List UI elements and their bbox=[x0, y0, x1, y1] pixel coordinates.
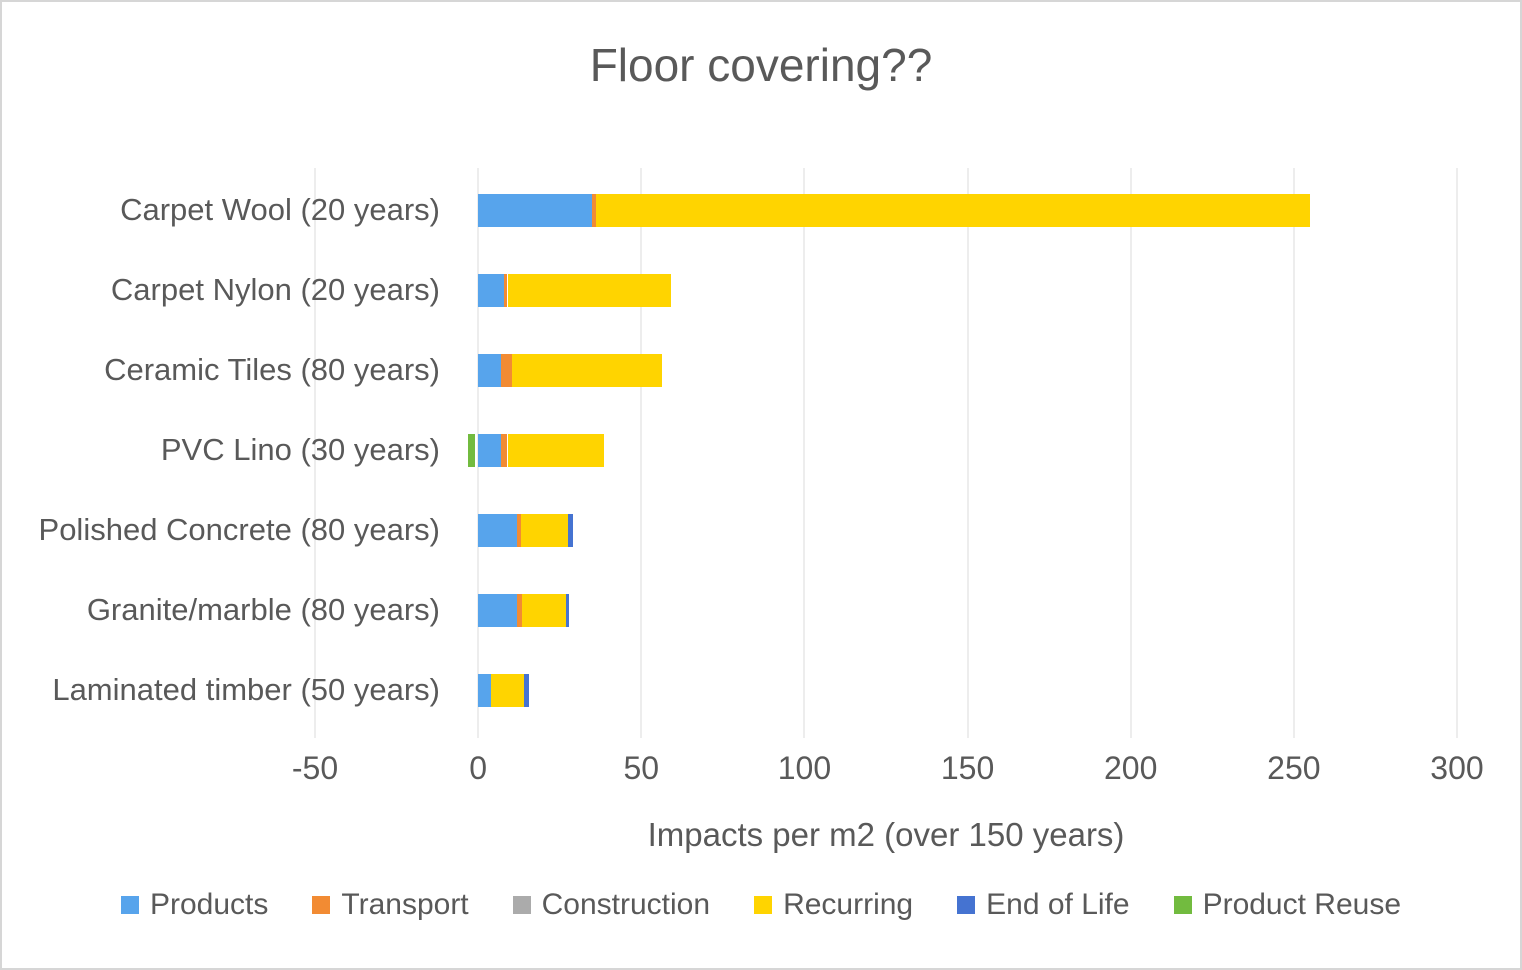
bar-segment-transport bbox=[517, 593, 523, 627]
bar-segment-end-of-life bbox=[567, 513, 573, 547]
bar-segment-products bbox=[478, 193, 593, 227]
legend-label: Recurring bbox=[783, 888, 914, 921]
bar-segment-products bbox=[478, 433, 501, 467]
gridline bbox=[640, 168, 643, 738]
bar-segment-recurring bbox=[507, 433, 604, 467]
bar-segment-product-reuse bbox=[467, 433, 476, 467]
category-label: Granite/marble (80 years) bbox=[86, 592, 440, 627]
bar-segment-recurring bbox=[522, 593, 567, 627]
bar-segment-recurring bbox=[491, 673, 524, 707]
legend-item-products: Products bbox=[120, 888, 269, 922]
tick-label: 150 bbox=[940, 750, 995, 786]
gridline bbox=[1456, 168, 1458, 738]
bar-segment-products bbox=[478, 593, 518, 627]
bar-segment-transport bbox=[592, 193, 596, 227]
bar-segment-recurring bbox=[512, 353, 663, 387]
tick-label: 50 bbox=[623, 750, 660, 786]
bar-segment-products bbox=[478, 673, 492, 707]
gridline bbox=[1129, 168, 1132, 738]
bar-segment-end-of-life bbox=[566, 593, 569, 627]
legend-swatch-end-of-life bbox=[957, 896, 976, 914]
legend-label: Products bbox=[149, 888, 269, 921]
legend: Products Transport Construction Recurring En… bbox=[2, 888, 1520, 922]
category-label: Laminated timber (50 years) bbox=[52, 672, 440, 707]
bar-segment-end-of-life bbox=[523, 673, 529, 707]
bar-segment-transport bbox=[500, 353, 513, 387]
category-label: Ceramic Tiles (80 years) bbox=[104, 352, 440, 387]
legend-swatch-products bbox=[120, 896, 139, 914]
tick-label: 0 bbox=[469, 750, 488, 786]
category-label: PVC Lino (30 years) bbox=[160, 432, 440, 467]
bar-segment-recurring bbox=[507, 273, 671, 307]
category-label: Carpet Nylon (20 years) bbox=[110, 272, 440, 307]
legend-item-construction: Construction bbox=[512, 888, 711, 922]
gridline bbox=[803, 168, 806, 738]
bar-segment-transport bbox=[500, 433, 508, 467]
legend-label: End of Life bbox=[986, 888, 1130, 921]
plot-area bbox=[314, 168, 1458, 738]
tick-label: 200 bbox=[1104, 750, 1158, 786]
legend-item-transport: Transport bbox=[312, 888, 469, 922]
x-axis-label: Impacts per m2 (over 150 years) bbox=[647, 816, 1125, 853]
gridline bbox=[314, 168, 316, 738]
chart-title: Floor covering?? bbox=[589, 39, 933, 91]
legend-item-product-reuse: Product Reuse bbox=[1173, 888, 1402, 922]
legend-label: Transport bbox=[341, 888, 469, 921]
tick-label: 100 bbox=[777, 750, 832, 786]
legend-swatch-construction bbox=[512, 896, 531, 914]
tick-label: 250 bbox=[1267, 750, 1321, 786]
gridline bbox=[1292, 168, 1295, 738]
bar-segment-products bbox=[478, 513, 518, 547]
bar-segment-transport bbox=[504, 273, 508, 307]
tick-label: -50 bbox=[291, 750, 339, 786]
category-label: Polished Concrete (80 years) bbox=[38, 512, 440, 547]
legend-item-recurring: Recurring bbox=[754, 888, 913, 922]
category-label: Carpet Wool (20 years) bbox=[120, 192, 440, 227]
legend-label: Product Reuse bbox=[1202, 888, 1402, 921]
bar-segment-transport bbox=[517, 513, 521, 547]
tick-label: 300 bbox=[1430, 750, 1484, 786]
gridline bbox=[966, 168, 969, 738]
bar-segment-recurring bbox=[520, 513, 568, 547]
bar-segment-recurring bbox=[595, 193, 1311, 227]
legend-swatch-product-reuse bbox=[1173, 896, 1192, 914]
bar-segment-products bbox=[478, 353, 501, 387]
legend-item-end-of-life: End of Life bbox=[957, 888, 1130, 922]
bar-segment-products bbox=[478, 273, 505, 307]
legend-swatch-recurring bbox=[754, 896, 773, 914]
legend-label: Construction bbox=[541, 888, 711, 921]
legend-swatch-transport bbox=[312, 896, 331, 914]
